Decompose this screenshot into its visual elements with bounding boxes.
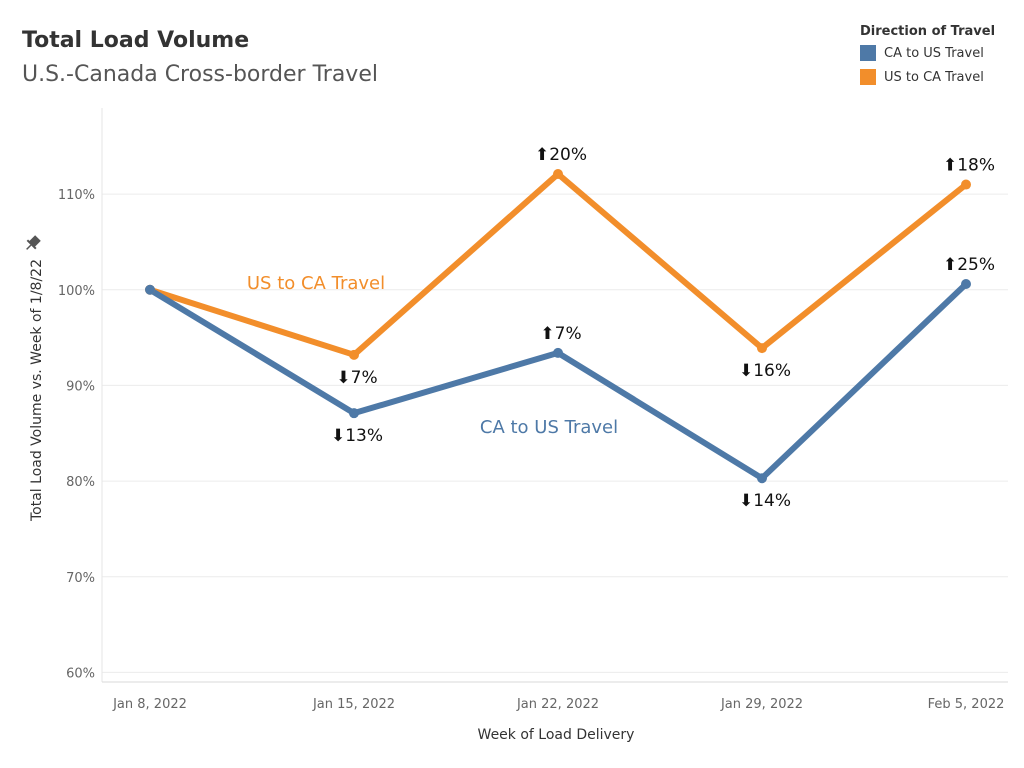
data-point[interactable] <box>349 349 359 360</box>
data-point[interactable] <box>757 473 767 484</box>
series-inline-label: US to CA Travel <box>247 273 385 294</box>
series-lines <box>145 169 971 484</box>
chart-title: Total Load Volume <box>22 28 250 53</box>
legend-label-ca-to-us: CA to US Travel <box>884 45 984 61</box>
data-label: ⬆7% <box>540 324 581 344</box>
y-tick-label: 60% <box>66 666 95 681</box>
legend-swatch-us-to-ca <box>860 69 876 85</box>
data-point[interactable] <box>349 408 359 419</box>
chart-subtitle: U.S.-Canada Cross-border Travel <box>22 62 378 87</box>
x-tick-label: Jan 22, 2022 <box>516 697 599 712</box>
data-label: ⬆25% <box>943 255 995 275</box>
x-tick-label: Jan 8, 2022 <box>112 697 187 712</box>
data-labels: ⬇7% ⬆20% ⬇16% ⬆18% ⬇13% ⬆7% ⬇14% ⬆25% US to CA T… <box>247 145 995 511</box>
series-line[interactable] <box>147 281 969 482</box>
y-axis-title: Total Load Volume vs. Week of 1/8/22 <box>29 259 45 522</box>
data-point[interactable] <box>961 179 971 190</box>
data-point[interactable] <box>145 284 155 295</box>
pin-icon[interactable] <box>22 234 42 254</box>
data-point[interactable] <box>961 279 971 290</box>
legend-title: Direction of Travel <box>860 24 996 39</box>
x-tick-label: Feb 5, 2022 <box>928 697 1005 712</box>
x-tick-label: Jan 15, 2022 <box>312 697 395 712</box>
y-tick-label: 90% <box>66 379 95 394</box>
y-tick-label: 100% <box>58 284 95 299</box>
data-point[interactable] <box>553 347 563 358</box>
axes: 60% 70% 80% 90% 100% 110% Jan 8, 2022 Jan 15, 2… <box>58 108 1008 712</box>
y-tick-label: 80% <box>66 475 95 490</box>
data-label: ⬆20% <box>535 145 587 165</box>
data-point[interactable] <box>553 169 563 180</box>
series-inline-label: CA to US Travel <box>480 417 618 438</box>
legend-item-ca-to-us[interactable]: CA to US Travel <box>860 45 995 61</box>
y-tick-label: 110% <box>58 188 95 203</box>
data-label: ⬇13% <box>331 426 383 446</box>
legend-label-us-to-ca: US to CA Travel <box>884 69 984 85</box>
data-point[interactable] <box>757 343 767 354</box>
x-axis-title: Week of Load Delivery <box>478 727 635 743</box>
data-label: ⬇14% <box>739 491 791 511</box>
legend-item-us-to-ca[interactable]: US to CA Travel <box>860 69 995 85</box>
data-label: ⬇16% <box>739 361 791 381</box>
x-tick-label: Jan 29, 2022 <box>720 697 803 712</box>
y-tick-label: 70% <box>66 571 95 586</box>
legend-swatch-ca-to-us <box>860 45 876 61</box>
data-label: ⬆18% <box>943 156 995 176</box>
data-label: ⬇7% <box>336 368 377 388</box>
legend: Direction of Travel CA to US Travel US t… <box>860 24 995 93</box>
